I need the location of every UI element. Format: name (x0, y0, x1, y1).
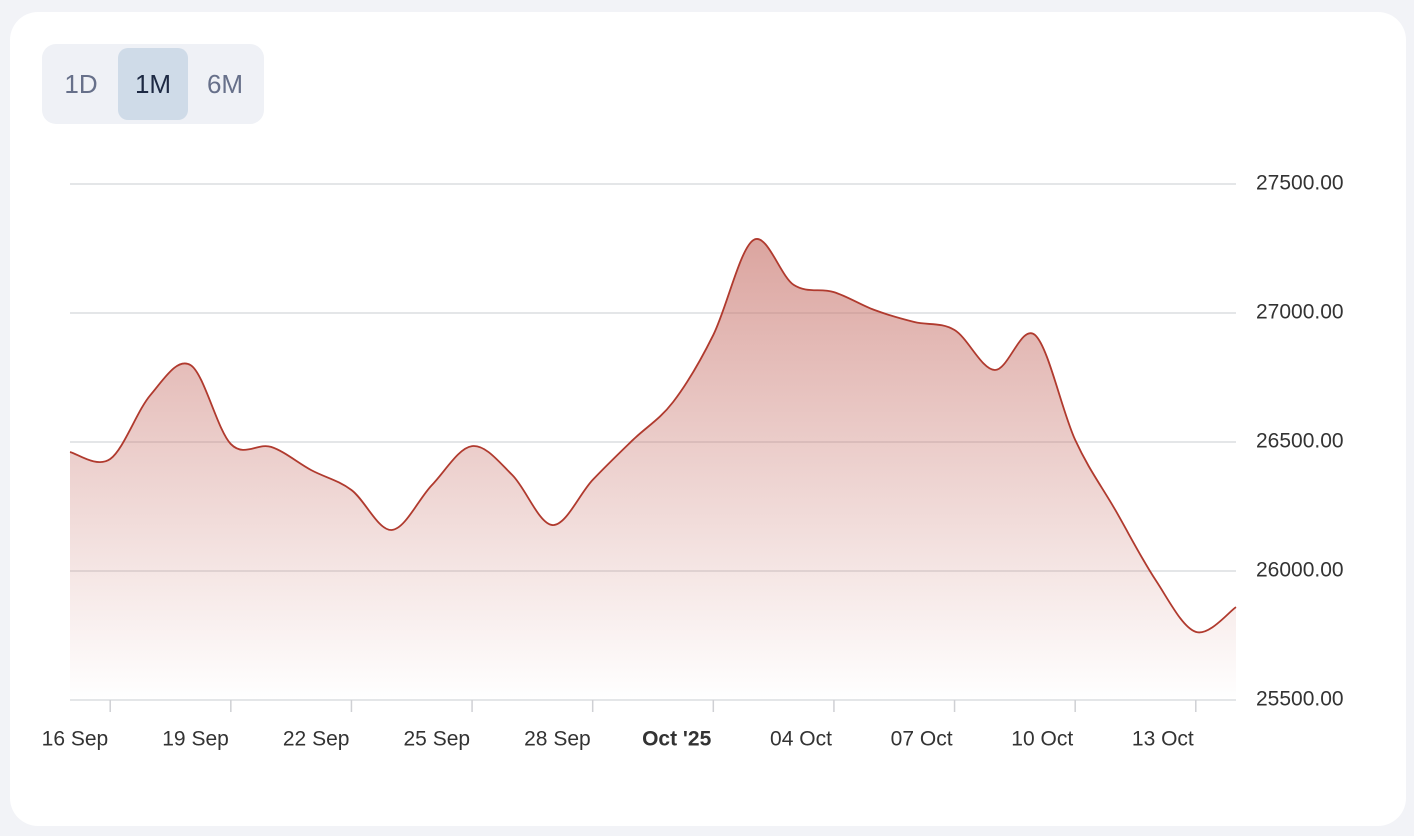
y-tick-label: 26000.00 (1256, 559, 1344, 582)
range-button[interactable]: 1D (46, 48, 116, 120)
range-button[interactable]: 1M (118, 48, 188, 120)
x-tick-label: 25 Sep (404, 728, 471, 751)
x-tick-label: 16 Sep (42, 728, 109, 751)
y-tick-label: 26500.00 (1256, 430, 1344, 453)
y-tick-label: 25500.00 (1256, 688, 1344, 711)
x-tick-label: Oct '25 (642, 728, 712, 751)
line (69, 238, 1237, 634)
x-tick-label: 19 Sep (162, 728, 229, 751)
x-tick-label: 22 Sep (283, 728, 350, 751)
range-button[interactable]: 6M (190, 48, 260, 120)
y-tick-label: 27500.00 (1256, 172, 1344, 195)
range-selector: 1D 1M 6M (42, 44, 264, 124)
x-tick-label: 07 Oct (891, 728, 953, 751)
x-tick-label: 28 Sep (524, 728, 591, 751)
area (70, 238, 1236, 700)
x-tick-label: 13 Oct (1132, 728, 1194, 751)
x-tick-label: 04 Oct (770, 728, 832, 751)
x-tick-label: 10 Oct (1011, 728, 1073, 751)
y-tick-label: 27000.00 (1256, 301, 1344, 324)
x-tick-labels: 16 Sep 19 Sep 22 Sep 25 Sep 28 Sep Oct '25 04 … (42, 728, 1194, 751)
